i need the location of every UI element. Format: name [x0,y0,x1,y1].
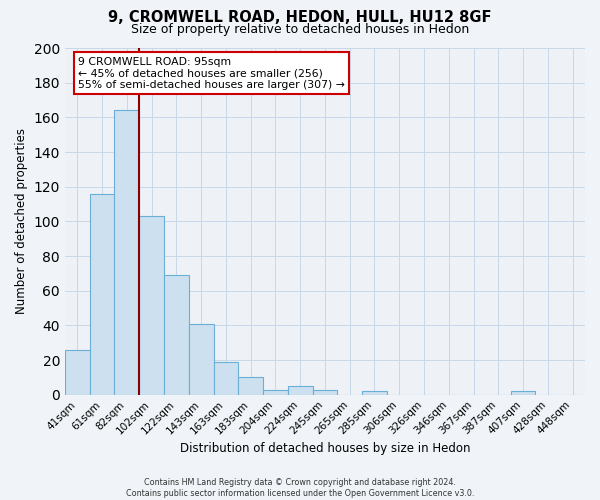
Bar [89,194,115,394]
Text: 9, CROMWELL ROAD, HEDON, HULL, HU12 8GF: 9, CROMWELL ROAD, HEDON, HULL, HU12 8GF [108,10,492,25]
Bar [288,386,313,394]
Bar [238,378,263,394]
Bar [65,350,89,395]
Text: Contains HM Land Registry data © Crown copyright and database right 2024.
Contai: Contains HM Land Registry data © Crown c… [126,478,474,498]
X-axis label: Distribution of detached houses by size in Hedon: Distribution of detached houses by size … [180,442,470,455]
Bar [115,110,139,395]
Bar [214,362,238,394]
Bar [511,392,535,394]
Bar [313,390,337,394]
Bar [164,275,189,394]
Text: 9 CROMWELL ROAD: 95sqm
← 45% of detached houses are smaller (256)
55% of semi-de: 9 CROMWELL ROAD: 95sqm ← 45% of detached… [78,56,345,90]
Text: Size of property relative to detached houses in Hedon: Size of property relative to detached ho… [131,22,469,36]
Bar [362,392,387,394]
Bar [189,324,214,394]
Bar [139,216,164,394]
Y-axis label: Number of detached properties: Number of detached properties [15,128,28,314]
Bar [263,390,288,394]
